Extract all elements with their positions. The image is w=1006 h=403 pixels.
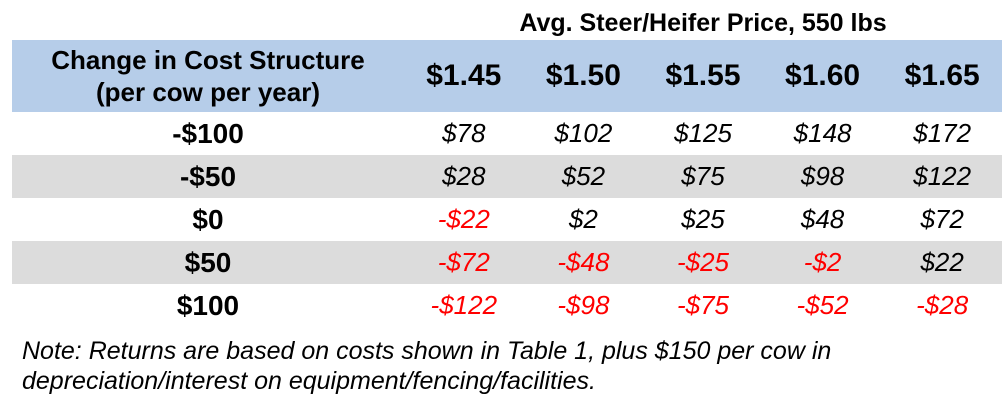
return-value: -$52 (796, 290, 849, 320)
price-header: $1.45 (426, 59, 502, 92)
table-row: $50 -$72 -$48 -$25 -$2 $22 (12, 241, 1002, 284)
note-line2: depreciation/interest on equipment/fenci… (22, 367, 596, 395)
return-value: -$48 (557, 247, 610, 277)
table-row: $100 -$122 -$98 -$75 -$52 -$28 (12, 284, 1002, 327)
cost-change-label: -$100 (172, 117, 244, 149)
cost-change-label: $50 (184, 246, 232, 278)
price-header: $1.55 (665, 59, 741, 92)
return-value: -$72 (437, 247, 490, 277)
return-value: $28 (442, 161, 486, 191)
return-value: -$2 (803, 247, 842, 277)
return-value: $75 (681, 161, 725, 191)
return-value: $125 (674, 118, 732, 148)
price-header: $1.65 (904, 59, 980, 92)
return-value: $102 (554, 118, 613, 148)
cost-structure-header-line1: Change in Cost Structure (51, 45, 365, 75)
table-note: Note: Returns are based on costs shown i… (22, 336, 1002, 396)
return-value: $172 (913, 118, 972, 148)
cost-structure-header: Change in Cost Structure (per cow per ye… (12, 44, 404, 108)
cost-structure-header-line2: (per cow per year) (96, 77, 320, 107)
table-header-row: Change in Cost Structure (per cow per ye… (12, 40, 1002, 112)
return-value: $98 (800, 161, 845, 191)
note-line1: Note: Returns are based on costs shown i… (22, 337, 832, 365)
return-value: -$98 (557, 290, 610, 320)
return-value: $52 (561, 161, 606, 191)
table-row: $0 -$22 $2 $25 $48 $72 (12, 198, 1002, 241)
return-value: -$25 (676, 247, 729, 277)
return-value: $72 (920, 204, 964, 234)
price-super-header: Avg. Steer/Heifer Price, 550 lbs (519, 9, 887, 37)
return-value: $48 (800, 204, 845, 234)
return-value: $2 (568, 204, 598, 234)
return-value: -$22 (437, 204, 490, 234)
return-value: $22 (920, 247, 964, 277)
return-value: $25 (681, 204, 725, 234)
return-value: -$75 (676, 290, 729, 320)
price-header: $1.60 (785, 59, 861, 92)
table-row: -$100 $78 $102 $125 $148 $172 (12, 112, 1002, 155)
returns-table: Change in Cost Structure (per cow per ye… (12, 40, 1002, 327)
return-value: -$28 (916, 290, 969, 320)
return-value: $148 (793, 118, 852, 148)
table-row: -$50 $28 $52 $75 $98 $122 (12, 155, 1002, 198)
return-value: $78 (442, 118, 486, 148)
return-value: -$122 (430, 290, 498, 320)
price-header: $1.50 (545, 59, 621, 92)
cost-change-label: $100 (176, 289, 240, 321)
cost-change-label: $0 (192, 203, 224, 235)
cost-change-label: -$50 (179, 160, 237, 192)
return-value: $122 (913, 161, 972, 191)
